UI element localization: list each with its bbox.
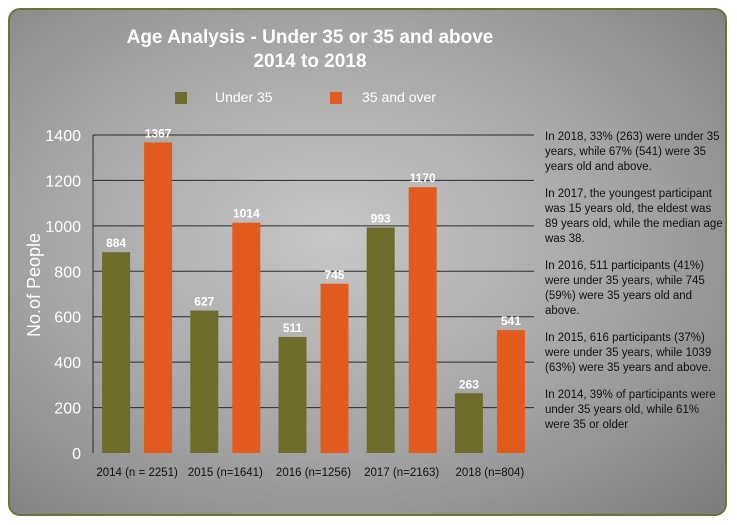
bar-35-and-over: [409, 187, 437, 453]
note-2014: In 2014, 39% of participants were under …: [545, 388, 725, 433]
data-label: 541: [501, 314, 521, 328]
y-tick-label: 800: [54, 264, 81, 281]
bar-under-35: [279, 337, 307, 453]
bar-under-35: [455, 393, 483, 453]
note-2018: In 2018, 33% (263) were under 35 years, …: [545, 130, 725, 175]
note-2015: In 2015, 616 participants (37%) were und…: [545, 331, 725, 376]
bar-chart: 0 200 400 600 800 1000 1200 1400 2014 (n = 2251)…: [10, 10, 540, 516]
y-tick-label: 600: [54, 310, 81, 327]
data-label: 1367: [145, 126, 172, 140]
bar-under-35: [367, 227, 395, 453]
bar-under-35: [102, 252, 130, 453]
note-2016: In 2016, 511 participants (41%) were und…: [545, 259, 725, 319]
data-label: 993: [371, 211, 391, 225]
data-label: 1014: [233, 207, 260, 221]
chart-frame: Age Analysis - Under 35 or 35 and above …: [8, 8, 727, 516]
bars: [102, 142, 525, 453]
notes-panel: In 2018, 33% (263) were under 35 years, …: [545, 130, 725, 445]
data-label: 263: [459, 377, 479, 391]
data-label: 511: [283, 321, 303, 335]
data-label: 627: [194, 295, 214, 309]
y-tick-label: 200: [54, 401, 81, 418]
y-tick-label: 1200: [45, 173, 81, 190]
data-label: 745: [324, 268, 344, 282]
y-tick-label: 0: [72, 446, 81, 463]
y-tick-label: 1400: [45, 128, 81, 145]
x-tick-label: 2017 (n=2163): [364, 467, 439, 479]
bar-35-and-over: [144, 142, 172, 453]
bar-under-35: [190, 311, 218, 453]
data-label: 884: [106, 236, 126, 250]
note-2017: In 2017, the youngest participant was 15…: [545, 187, 725, 247]
y-tick-label: 1000: [45, 219, 81, 236]
y-tick-label: 400: [54, 355, 81, 372]
y-axis-label: No.of People: [24, 233, 44, 337]
bar-35-and-over: [321, 284, 349, 453]
data-label: 1170: [410, 171, 436, 185]
x-tick-label: 2018 (n=804): [456, 467, 525, 479]
x-tick-label: 2014 (n = 2251): [96, 467, 178, 479]
x-tick-label: 2015 (n=1641): [188, 467, 263, 479]
x-tick-label: 2016 (n=1256): [276, 467, 351, 479]
bar-35-and-over: [232, 223, 260, 453]
bar-35-and-over: [497, 330, 525, 453]
